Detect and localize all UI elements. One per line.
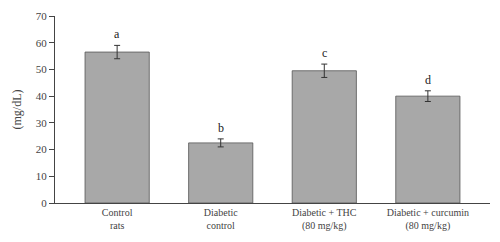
svg-text:50: 50 <box>36 63 48 75</box>
svg-text:Diabetic + THC(80 mg/kg): Diabetic + THC(80 mg/kg) <box>292 207 357 232</box>
svg-text:c: c <box>322 46 327 60</box>
svg-text:Controlrats: Controlrats <box>102 207 133 231</box>
svg-text:60: 60 <box>36 37 48 49</box>
svg-text:d: d <box>425 73 431 87</box>
svg-text:b: b <box>218 121 224 135</box>
svg-text:10: 10 <box>36 170 48 182</box>
svg-text:0: 0 <box>41 197 47 209</box>
svg-text:Diabetic + curcumin(80 mg/kg): Diabetic + curcumin(80 mg/kg) <box>387 207 469 232</box>
svg-text:30: 30 <box>36 117 48 129</box>
svg-text:40: 40 <box>36 90 48 102</box>
svg-text:70: 70 <box>36 10 48 22</box>
svg-text:(mg/dL): (mg/dL) <box>10 90 24 130</box>
svg-text:20: 20 <box>36 143 48 155</box>
svg-text:Diabeticcontrol: Diabeticcontrol <box>204 207 238 231</box>
svg-text:a: a <box>114 27 120 41</box>
